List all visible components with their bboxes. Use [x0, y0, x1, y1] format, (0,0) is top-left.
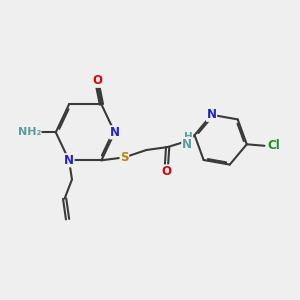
- Text: O: O: [92, 74, 102, 87]
- Text: N: N: [182, 138, 192, 151]
- Text: S: S: [120, 151, 129, 164]
- Text: NH₂: NH₂: [18, 127, 41, 137]
- Text: Cl: Cl: [267, 139, 280, 152]
- Text: H: H: [184, 132, 193, 142]
- Text: O: O: [161, 165, 171, 178]
- Text: N: N: [207, 108, 217, 121]
- Text: N: N: [64, 154, 74, 167]
- Text: N: N: [110, 126, 120, 139]
